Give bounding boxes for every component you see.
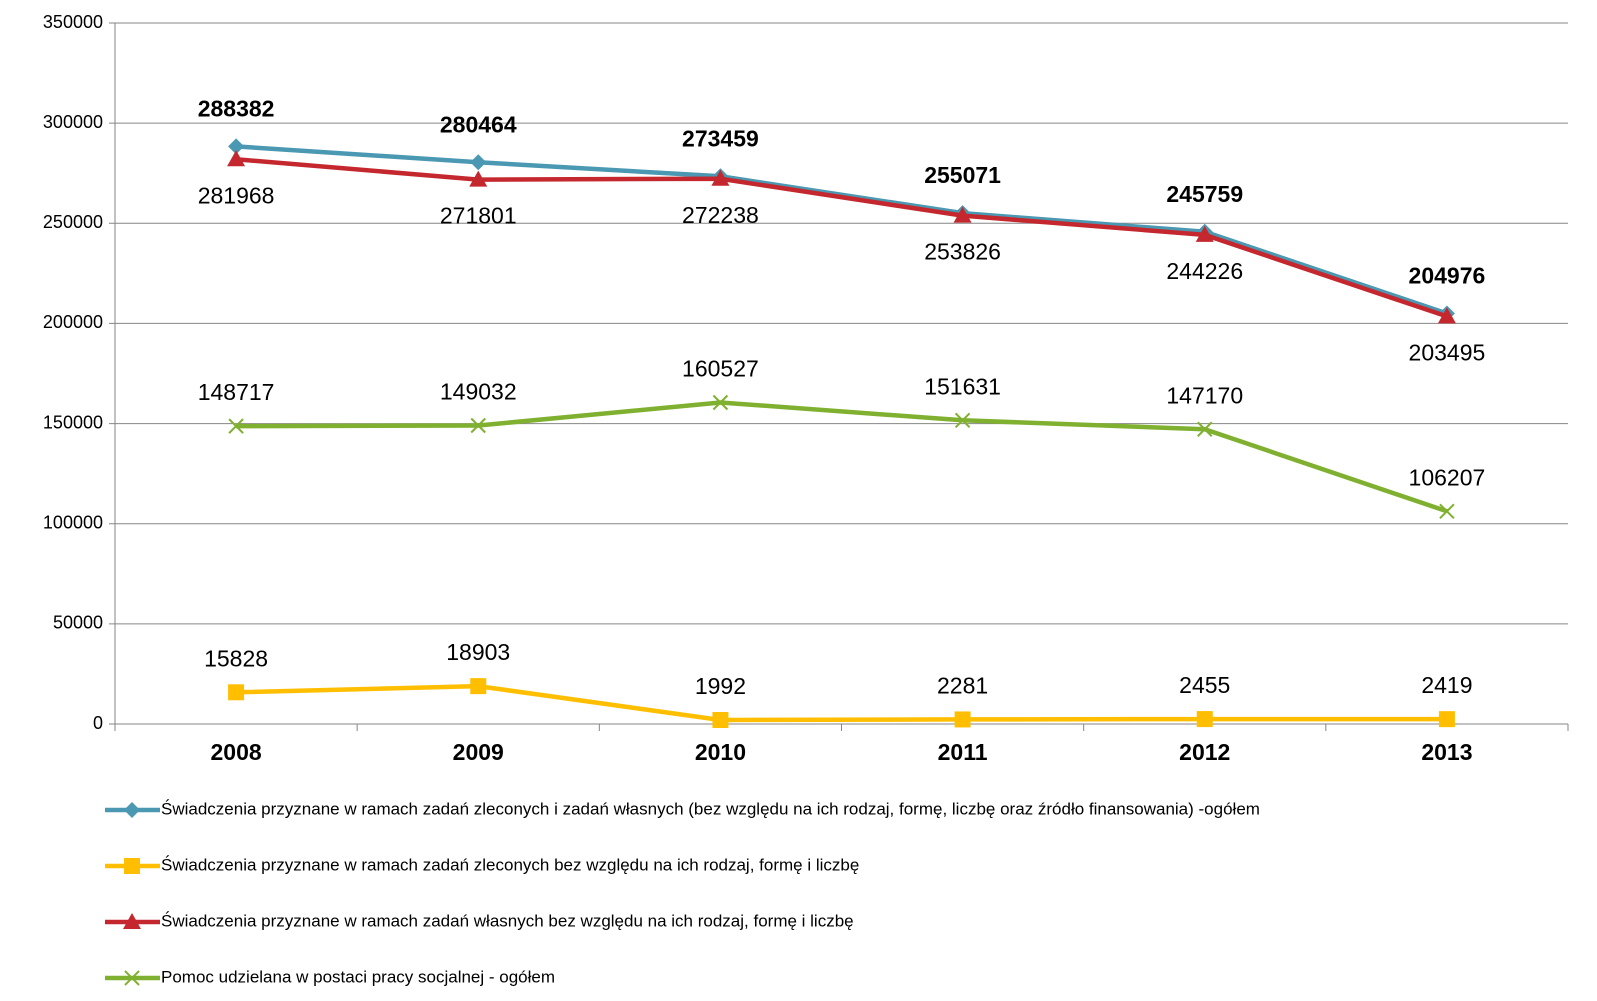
data-label: 148717 [198, 379, 275, 405]
x-tick-label: 2009 [453, 739, 504, 765]
x-tick-label: 2011 [938, 739, 988, 765]
y-tick-label: 150000 [43, 412, 103, 432]
data-label: 271801 [440, 203, 517, 229]
x-tick-label: 2010 [695, 739, 746, 765]
y-tick-label: 100000 [43, 512, 103, 532]
point [1197, 421, 1213, 437]
point [228, 138, 245, 155]
data-label: 273459 [682, 125, 759, 151]
data-label: 1992 [695, 673, 746, 699]
series-line [236, 683, 1447, 723]
data-label: 151631 [924, 373, 1001, 399]
data-label: 2281 [937, 673, 988, 699]
legend-label: Świadczenia przyznane w ramach zadań wła… [161, 911, 854, 930]
y-tick-label: 250000 [43, 212, 103, 232]
point [712, 394, 729, 411]
data-label: 272238 [682, 202, 759, 228]
y-tick-label: 0 [93, 713, 103, 733]
point [469, 170, 488, 187]
data-label: 147170 [1166, 382, 1243, 408]
point [1438, 711, 1455, 728]
y-tick-label: 200000 [43, 312, 103, 332]
data-label: 106207 [1409, 464, 1486, 490]
point [1195, 225, 1214, 242]
data-label: 2455 [1179, 672, 1230, 698]
data-label: 204976 [1409, 263, 1486, 289]
point [470, 417, 486, 434]
point [228, 684, 245, 701]
legend-label: Pomoc udzielana w postaci pracy socjalne… [161, 967, 555, 986]
data-label: 160527 [682, 356, 759, 382]
data-label: 288382 [198, 95, 275, 121]
y-tick-label: 300000 [43, 112, 103, 132]
legend-label: Świadczenia przyznane w ramach zadań zle… [161, 799, 1260, 818]
y-tick-label: 50000 [53, 613, 103, 633]
series-line [235, 144, 1448, 316]
data-label: 255071 [924, 162, 1001, 188]
point [470, 154, 487, 171]
point [1437, 307, 1456, 324]
point [470, 678, 487, 695]
data-label: 253826 [924, 239, 1001, 265]
series-line [236, 400, 1448, 514]
y-tick-label: 350000 [43, 12, 103, 32]
point [228, 418, 244, 434]
data-label: 18903 [446, 639, 510, 665]
point [954, 412, 971, 429]
point [1439, 503, 1455, 519]
legend-marker [124, 970, 140, 986]
legend-marker [124, 802, 140, 818]
data-label: 244226 [1166, 258, 1243, 284]
legend-marker [124, 858, 140, 874]
legend-label: Świadczenia przyznane w ramach zadań zle… [161, 855, 859, 874]
legend-marker [123, 913, 141, 929]
data-label: 2419 [1421, 672, 1472, 698]
x-tick-label: 2013 [1421, 739, 1472, 765]
data-label: 280464 [440, 111, 517, 137]
data-label: 245759 [1166, 181, 1243, 207]
point [711, 169, 730, 186]
data-label: 281968 [198, 182, 275, 208]
x-tick-label: 2008 [210, 739, 261, 765]
data-label: 149032 [440, 379, 517, 405]
point [954, 711, 971, 728]
series-line [235, 157, 1448, 319]
point [712, 712, 729, 729]
data-label: 203495 [1409, 340, 1486, 366]
x-tick-label: 2012 [1179, 739, 1230, 765]
point [953, 206, 972, 223]
point [1196, 711, 1213, 728]
point [227, 150, 246, 167]
data-label: 15828 [204, 645, 268, 671]
